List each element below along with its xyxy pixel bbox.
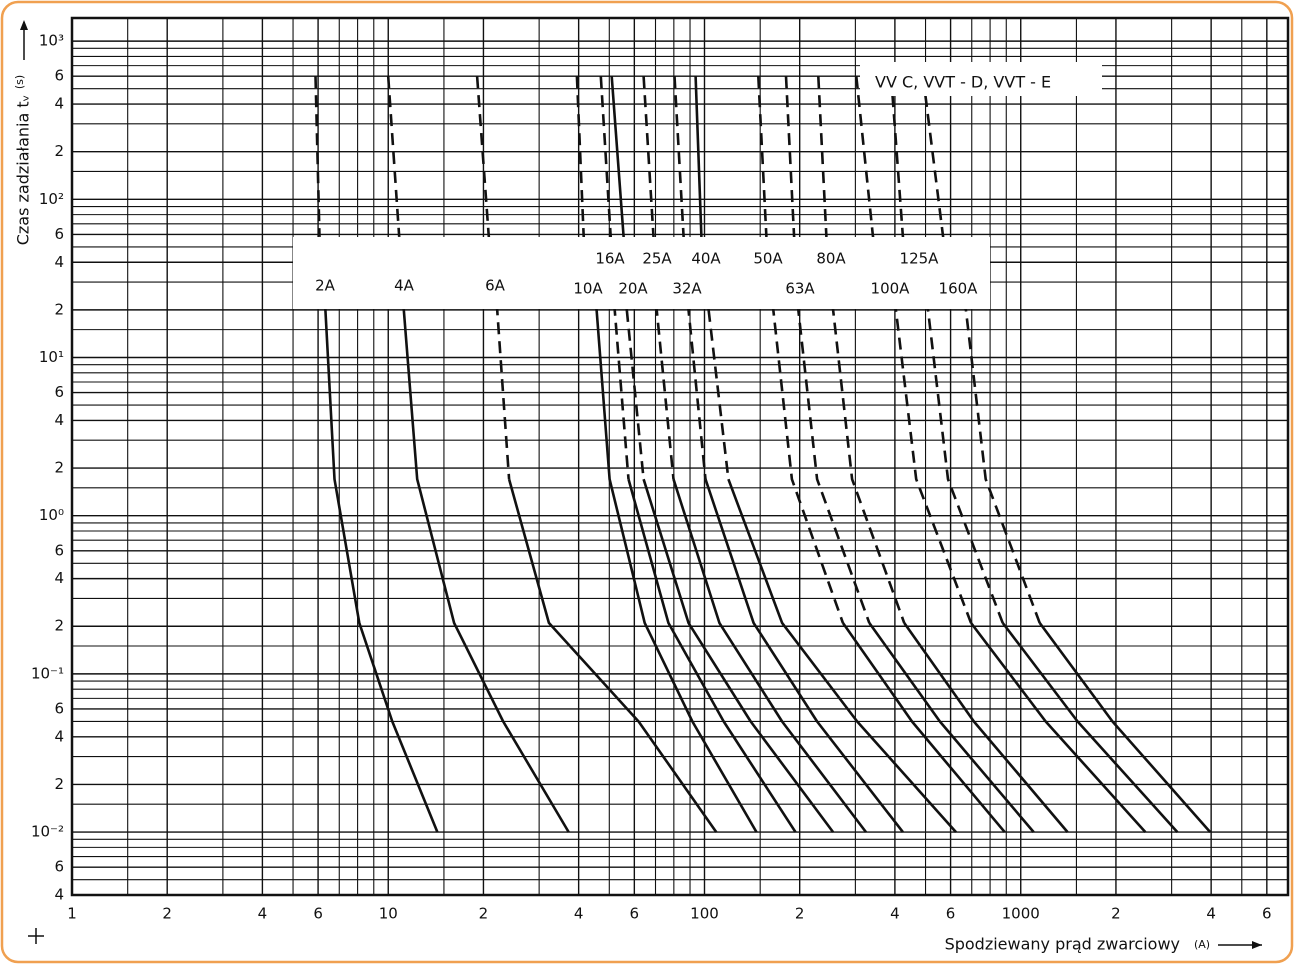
y-axis-label: Czas zadziałania tᵥ (14, 95, 33, 246)
x-tick-label: 6 (313, 905, 323, 923)
curve-label: 20A (618, 280, 648, 298)
fuse-curve (921, 76, 1041, 624)
label-box (293, 237, 990, 309)
x-tick-label: 6 (1262, 905, 1272, 923)
x-tick-label: 4 (258, 905, 268, 923)
y-axis-unit: (s) (13, 75, 26, 89)
y-tick-label: 2 (54, 142, 64, 160)
y-tick-label: 6 (54, 699, 64, 717)
curve-label: 25A (642, 250, 672, 268)
y-tick-label: 10² (39, 190, 64, 208)
x-tick-label: 1000 (1002, 905, 1040, 923)
y-tick-label: 4 (54, 411, 64, 429)
y-tick-label: 6 (54, 225, 64, 243)
fuse-curve (889, 76, 1004, 624)
y-tick-label: 4 (54, 886, 64, 904)
y-tick-label: 2 (54, 617, 64, 635)
fuse-curve (727, 478, 957, 833)
x-tick-label: 6 (630, 905, 640, 923)
fuse-curve (1038, 622, 1212, 833)
curves (314, 76, 1212, 833)
y-tick-label: 6 (54, 67, 64, 85)
annotation-box (860, 62, 1102, 96)
curve-label: 63A (785, 280, 815, 298)
fuse-curve (672, 478, 868, 833)
y-tick-label: 6 (54, 858, 64, 876)
x-tick-label: 4 (574, 905, 584, 923)
x-tick-label: 2 (1111, 905, 1121, 923)
curve-label: 4A (394, 277, 415, 295)
fuse-curve (625, 309, 645, 480)
curve-label: 16A (595, 250, 625, 268)
y-tick-label: 4 (54, 95, 64, 113)
y-tick-label: 10¹ (39, 348, 64, 366)
grid (71, 18, 1288, 896)
fuse-curve (841, 622, 1006, 833)
y-arrowhead (20, 20, 28, 30)
fuse-curve (817, 76, 906, 624)
x-tick-label: 10 (379, 905, 398, 923)
fuse-curve (627, 478, 797, 833)
fuse-curve (642, 478, 835, 833)
y-tick-label: 10⁻¹ (31, 664, 64, 682)
curve-label: 100A (871, 280, 911, 298)
curve-label: 32A (672, 280, 702, 298)
y-tick-label: 4 (54, 253, 64, 271)
y-tick-label: 2 (54, 459, 64, 477)
curve-label: 6A (485, 277, 506, 295)
fuse-curve (595, 309, 758, 833)
y-tick-label: 10³ (39, 32, 64, 50)
y-tick-label: 10⁻² (31, 823, 64, 841)
x-tick-label: 100 (690, 905, 719, 923)
x-tick-label: 6 (946, 905, 956, 923)
y-tick-label: 6 (54, 383, 64, 401)
fuse-curve (704, 478, 904, 833)
y-tick-label: 2 (54, 300, 64, 318)
fuse-curve (707, 309, 730, 480)
x-tick-label: 1 (67, 905, 77, 923)
x-axis-label: Spodziewany prąd zwarciowy (945, 935, 1180, 954)
curve-label: 160A (939, 280, 979, 298)
fuse-curve (969, 622, 1147, 833)
fuse-curve (903, 622, 1069, 833)
fuse-curve (784, 76, 871, 624)
x-arrowhead (1252, 941, 1262, 949)
curve-label: 2A (315, 277, 336, 295)
corner-mark (28, 928, 44, 944)
curve-label: 50A (753, 250, 783, 268)
x-axis-unit: (A) (1194, 938, 1210, 951)
plot-frame (70, 16, 1290, 897)
y-tick-label: 6 (54, 541, 64, 559)
y-tick-label: 10⁰ (39, 506, 64, 524)
curve-label: 40A (691, 250, 721, 268)
fuse-curve (507, 478, 718, 833)
curve-label: 125A (900, 250, 940, 268)
fuse-curve (314, 76, 321, 237)
fuse-curve (1001, 622, 1179, 833)
x-tick-label: 4 (890, 905, 900, 923)
fuse-curve (868, 622, 1035, 833)
curve-label: 10A (573, 280, 603, 298)
curve-label: 80A (816, 250, 846, 268)
x-tick-label: 2 (162, 905, 172, 923)
y-tick-label: 2 (54, 775, 64, 793)
x-tick-label: 2 (479, 905, 489, 923)
x-tick-label: 4 (1206, 905, 1216, 923)
fuse-curve (757, 76, 845, 624)
fuse-curve (386, 76, 401, 237)
y-tick-label: 4 (54, 727, 64, 745)
y-tick-label: 4 (54, 569, 64, 587)
fuse-curve (855, 76, 973, 624)
annotation: VV C, VVT - D, VVT - E (875, 73, 1051, 92)
x-tick-label: 2 (795, 905, 805, 923)
y-axis-title: Czas zadziałania tᵥ (s) (13, 75, 33, 245)
